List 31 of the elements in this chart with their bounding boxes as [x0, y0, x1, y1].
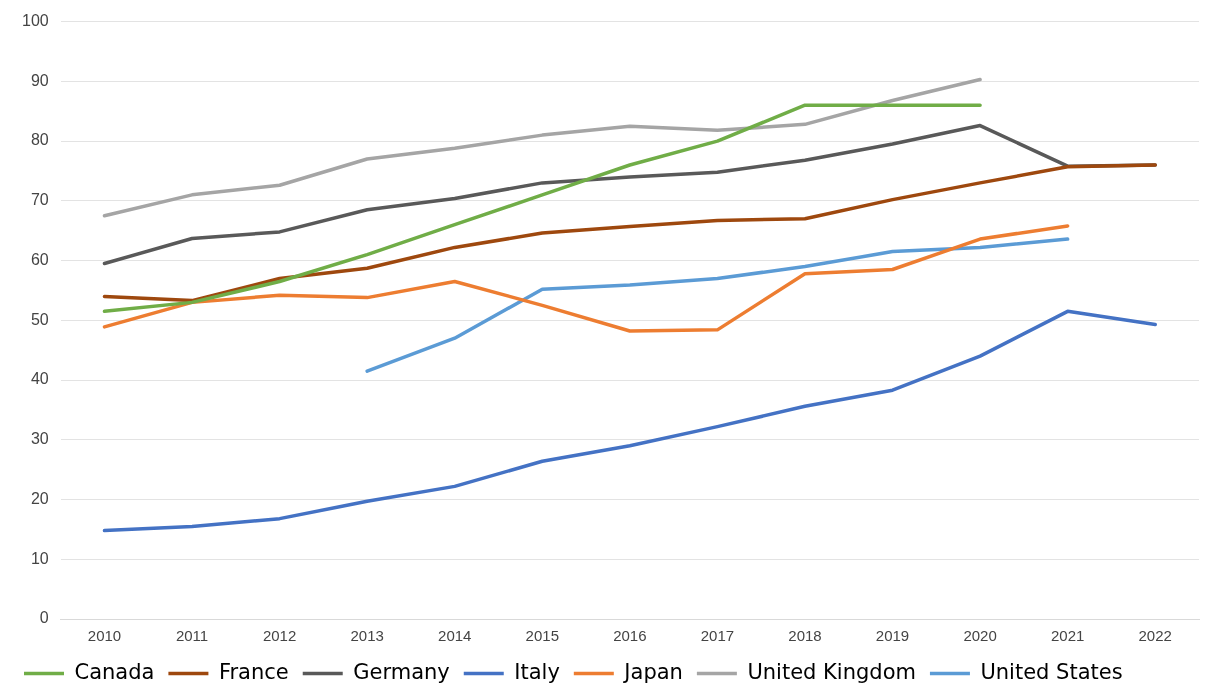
x-tick-label: 2013: [350, 627, 384, 645]
legend-label: Japan: [622, 659, 683, 684]
x-tick-label: 2020: [963, 627, 997, 645]
y-tick-label: 50: [30, 310, 49, 328]
y-tick-label: 80: [30, 131, 49, 149]
x-tick-label: 2015: [525, 627, 559, 645]
y-tick-label: 90: [30, 71, 49, 89]
x-tick-label: 2018: [788, 627, 822, 645]
x-tick-label: 2014: [438, 627, 472, 645]
y-tick-label: 20: [30, 489, 49, 507]
x-tick-label: 2022: [1138, 627, 1172, 645]
x-tick-label: 2017: [700, 627, 735, 645]
x-tick-label: 2021: [1050, 627, 1085, 645]
y-tick-label: 40: [30, 370, 49, 388]
y-tick-label: 100: [21, 12, 49, 30]
legend-label: Italy: [514, 659, 560, 684]
x-tick-label: 2011: [175, 627, 209, 645]
y-tick-label: 0: [39, 609, 49, 627]
x-tick-label: 2016: [613, 627, 647, 645]
legend-label: Germany: [353, 659, 450, 684]
y-tick-label: 30: [30, 430, 49, 448]
y-tick-label: 70: [30, 191, 49, 209]
legend-label: United States: [980, 659, 1123, 684]
x-tick-label: 2010: [87, 627, 122, 645]
legend-label: France: [218, 659, 289, 684]
legend-label: United Kingdom: [747, 659, 916, 684]
x-tick-label: 2012: [262, 627, 297, 645]
y-tick-label: 10: [30, 549, 49, 567]
x-tick-label: 2019: [875, 627, 910, 645]
legend-label: Canada: [74, 659, 155, 684]
y-tick-label: 60: [30, 250, 49, 268]
